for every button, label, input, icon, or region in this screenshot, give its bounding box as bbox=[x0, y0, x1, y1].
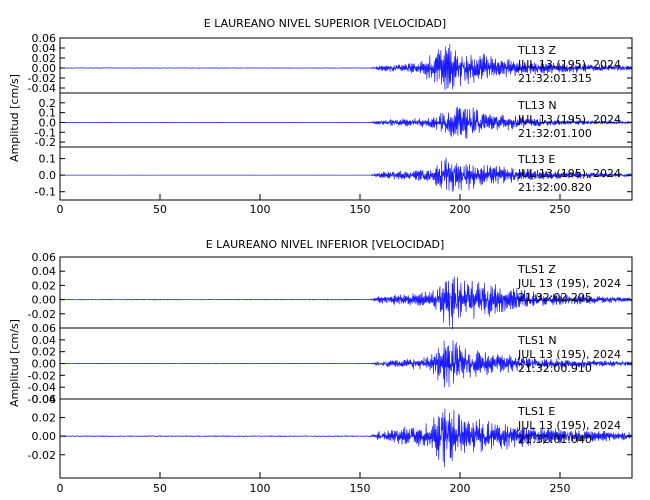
trace-annotation: 21:32:00.820 bbox=[518, 181, 592, 194]
y-tick-label: -0.02 bbox=[28, 308, 56, 321]
waveform-line bbox=[59, 43, 633, 91]
x-tick-label: 0 bbox=[57, 203, 64, 216]
x-tick-label: 100 bbox=[250, 203, 271, 216]
y-tick-label: -0.02 bbox=[28, 449, 56, 462]
y-tick-label: -0.02 bbox=[28, 72, 56, 85]
waveform-line bbox=[59, 276, 633, 330]
trace-annotation: 21:32:00.910 bbox=[518, 362, 592, 375]
y-tick-label: 0.1 bbox=[39, 107, 57, 120]
waveform-line bbox=[59, 340, 633, 388]
trace-annotation: 21:32:01.040 bbox=[518, 433, 592, 446]
trace-annotation: TLS1 Z bbox=[517, 263, 556, 276]
chart-nivel-inferior: E LAUREANO NIVEL INFERIOR [VELOCIDAD] Am… bbox=[8, 238, 633, 495]
y-tick-label: -0.1 bbox=[35, 126, 56, 139]
trace-annotation: JUL 13 (195), 2024 bbox=[517, 58, 621, 71]
x-tick-label: 0 bbox=[57, 482, 64, 495]
trace-annotation: JUL 13 (195), 2024 bbox=[517, 348, 621, 361]
trace-annotation: 21:32:01.100 bbox=[518, 127, 592, 140]
y-axis-label: Amplitud [cm/s] bbox=[8, 74, 21, 162]
x-tick-label: 100 bbox=[250, 482, 271, 495]
x-tick-label: 250 bbox=[550, 203, 571, 216]
y-tick-label: 0.00 bbox=[32, 358, 57, 371]
x-tick-label: 250 bbox=[550, 482, 571, 495]
y-tick-label: 0.02 bbox=[32, 346, 57, 359]
y-tick-label: 0.06 bbox=[32, 251, 57, 264]
y-tick-label: 0.2 bbox=[39, 97, 57, 110]
y-tick-label: 0.00 bbox=[32, 294, 57, 307]
chart-title: E LAUREANO NIVEL SUPERIOR [VELOCIDAD] bbox=[204, 17, 446, 30]
trace-annotation: JUL 13 (195), 2024 bbox=[517, 277, 621, 290]
trace-annotation: TLS1 N bbox=[517, 334, 557, 347]
x-tick-label: 50 bbox=[153, 482, 167, 495]
y-tick-label: 0.02 bbox=[32, 52, 57, 65]
y-tick-label: -0.06 bbox=[28, 393, 56, 406]
y-tick-label: -0.04 bbox=[28, 82, 56, 95]
trace-annotation: JUL 13 (195), 2024 bbox=[517, 113, 621, 126]
y-tick-label: 0.02 bbox=[32, 279, 57, 292]
x-tick-label: 50 bbox=[153, 203, 167, 216]
y-tick-label: 0.02 bbox=[32, 412, 57, 425]
y-tick-label: 0.00 bbox=[32, 62, 57, 75]
trace-annotation: TL13 E bbox=[517, 153, 555, 166]
y-tick-label: 0.1 bbox=[39, 153, 57, 166]
y-tick-label: -0.2 bbox=[35, 136, 56, 149]
x-tick-label: 150 bbox=[350, 203, 371, 216]
waveform-line bbox=[60, 106, 633, 139]
y-tick-label: 0.04 bbox=[32, 265, 57, 278]
trace-annotation: JUL 13 (195), 2024 bbox=[517, 167, 621, 180]
trace-annotation: 21:32:02.205 bbox=[518, 291, 592, 304]
panel-frame bbox=[59, 398, 633, 479]
waveform-line bbox=[59, 157, 633, 192]
trace-annotation: JUL 13 (195), 2024 bbox=[517, 419, 621, 432]
y-tick-label: 0.06 bbox=[32, 322, 57, 335]
y-tick-label: 0.04 bbox=[32, 393, 57, 406]
y-tick-label: -0.1 bbox=[35, 186, 56, 199]
y-tick-label: 0.0 bbox=[39, 169, 57, 182]
waveform-line bbox=[59, 408, 633, 468]
trace-annotation: 21:32:01.315 bbox=[518, 72, 592, 85]
y-tick-label: 0.0 bbox=[39, 116, 57, 129]
chart-title: E LAUREANO NIVEL INFERIOR [VELOCIDAD] bbox=[206, 238, 445, 251]
y-tick-label: 0.00 bbox=[32, 430, 57, 443]
y-axis-label: Amplitud [cm/s] bbox=[8, 319, 21, 407]
trace-annotation: TL13 N bbox=[517, 99, 557, 112]
y-tick-label: 0.06 bbox=[32, 32, 57, 45]
y-tick-label: -0.02 bbox=[28, 369, 56, 382]
x-tick-label: 200 bbox=[450, 482, 471, 495]
x-tick-label: 200 bbox=[450, 203, 471, 216]
trace-annotation: TLS1 E bbox=[517, 405, 555, 418]
y-tick-label: 0.04 bbox=[32, 42, 57, 55]
x-tick-label: 150 bbox=[350, 482, 371, 495]
panel-frame bbox=[59, 146, 633, 201]
trace-annotation: TL13 Z bbox=[517, 44, 556, 57]
y-tick-label: 0.04 bbox=[32, 334, 57, 347]
chart-nivel-superior: E LAUREANO NIVEL SUPERIOR [VELOCIDAD] Am… bbox=[8, 17, 633, 216]
y-tick-label: -0.04 bbox=[28, 381, 56, 394]
